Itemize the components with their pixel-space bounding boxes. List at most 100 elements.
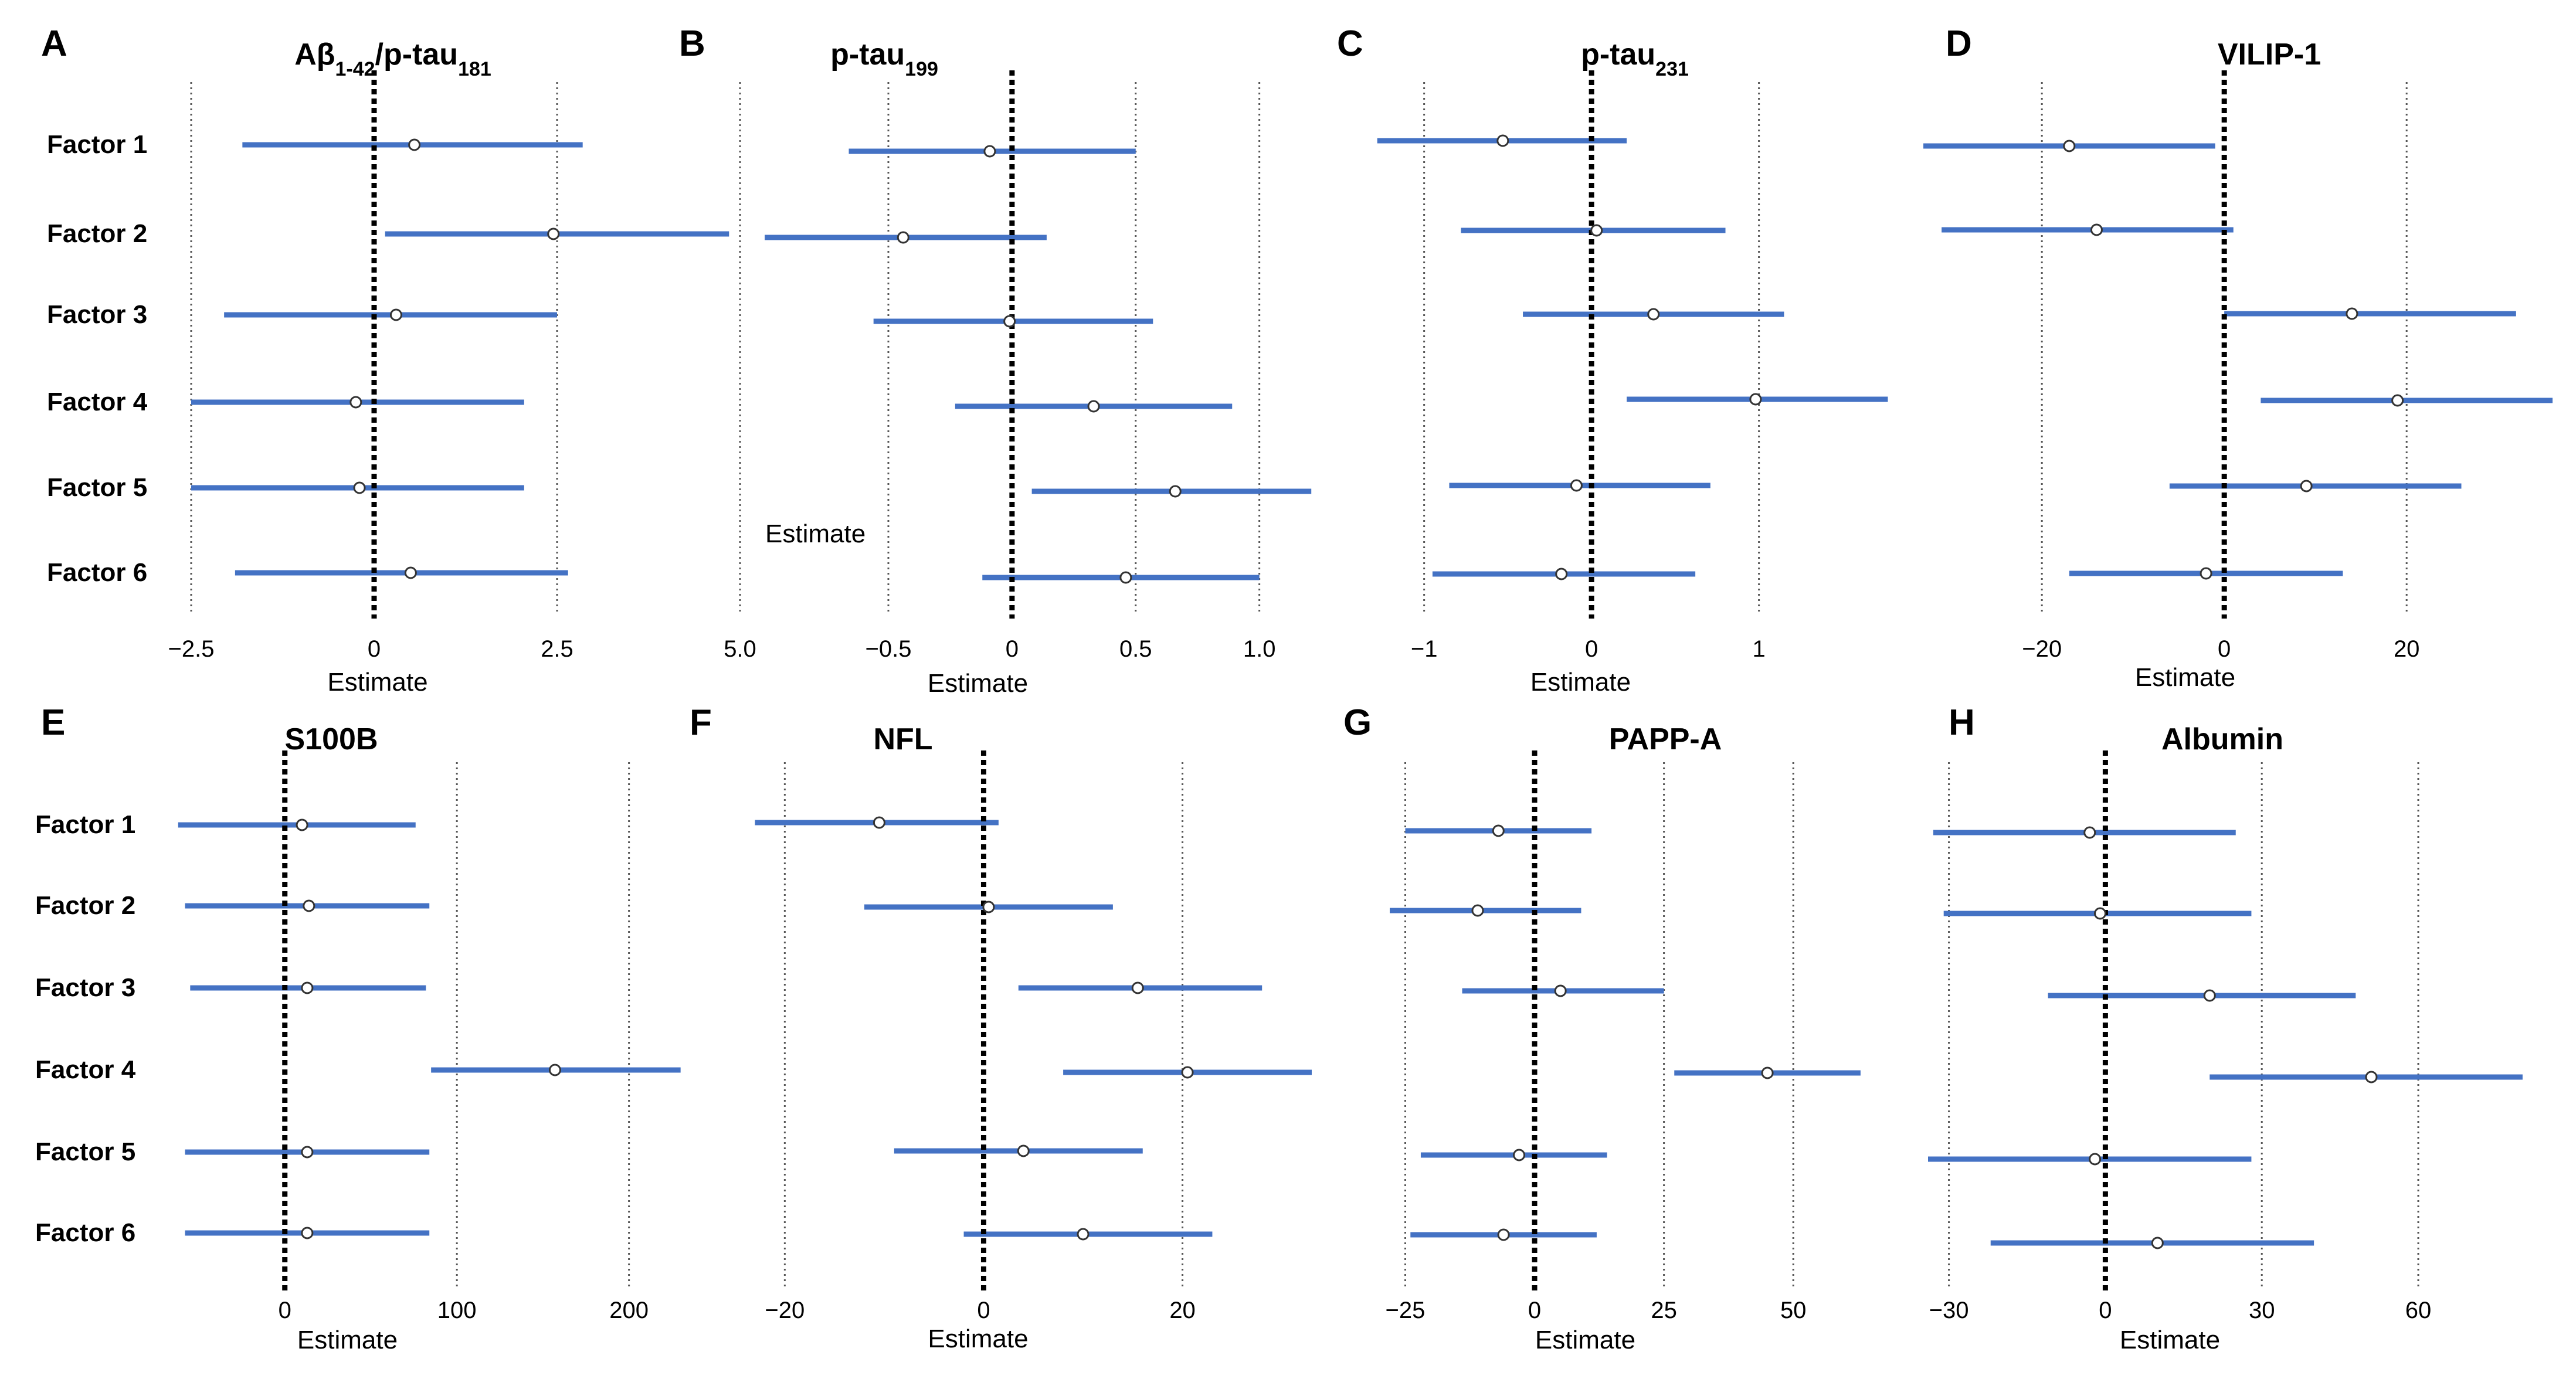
point-estimate <box>1555 568 1568 580</box>
panel-label: B <box>679 23 705 64</box>
row-label: Factor 6 <box>47 558 147 587</box>
row-label: Factor 2 <box>47 219 147 248</box>
point-estimate <box>349 396 362 409</box>
point-estimate <box>1590 224 1603 237</box>
point-estimate <box>1496 134 1509 147</box>
point-estimate <box>1131 981 1144 994</box>
panel-label: G <box>1343 702 1372 743</box>
row-label: Factor 5 <box>35 1137 135 1166</box>
point-estimate <box>303 899 315 912</box>
point-estimate <box>2300 480 2313 492</box>
point-estimate <box>1497 1228 1510 1241</box>
x-axis-label: Estimate <box>928 1324 1028 1353</box>
tick-label: −20 <box>765 1298 805 1323</box>
tick-label: 200 <box>609 1298 649 1323</box>
point-estimate <box>1181 1066 1194 1079</box>
point-estimate <box>1003 315 1016 328</box>
panel-g: G PAPP-A −25 0 25 50 Estimate <box>1343 702 1861 1354</box>
point-estimate <box>2089 1153 2102 1166</box>
row-label: Factor 1 <box>47 130 147 159</box>
row-label: Factor 4 <box>35 1055 136 1084</box>
point-estimate <box>1077 1228 1090 1241</box>
panel-label: E <box>41 702 65 743</box>
point-estimate <box>353 481 366 494</box>
point-estimate <box>1749 393 1762 406</box>
point-estimate <box>2200 567 2212 580</box>
row-label: Factor 4 <box>47 388 148 416</box>
tick-label: 20 <box>2394 636 2420 662</box>
panel-label: D <box>1946 23 1972 64</box>
point-estimate <box>1513 1149 1526 1161</box>
tick-label: −0.5 <box>865 636 911 662</box>
tick-label: 0 <box>368 636 381 662</box>
panel-title: Albumin <box>2161 722 2283 756</box>
point-estimate <box>2083 826 2096 839</box>
tick-label: 0.5 <box>1119 636 1152 662</box>
point-estimate <box>296 818 308 831</box>
point-estimate <box>1570 479 1583 492</box>
point-estimate <box>1761 1066 1774 1079</box>
panel-title: VILIP-1 <box>2218 38 2321 72</box>
point-estimate <box>301 981 314 994</box>
panel-label: H <box>1949 702 1975 743</box>
panel-label: F <box>690 702 712 743</box>
tick-label: −30 <box>1929 1298 1969 1323</box>
point-estimate <box>897 231 909 244</box>
panel-h: H Albumin −30 0 30 60 Estimate <box>1928 702 2523 1354</box>
panel-e: E S100B 0 100 200 Factor 1 Factor 2 Factor 3 Fac… <box>35 702 681 1354</box>
point-estimate <box>2151 1237 2164 1249</box>
panel-label: C <box>1337 23 1363 64</box>
point-estimate <box>389 308 402 321</box>
tick-label: 0 <box>279 1298 291 1323</box>
point-estimate <box>1647 308 1660 321</box>
tick-label: 0 <box>1585 636 1598 662</box>
tick-label: 20 <box>1169 1298 1196 1323</box>
tick-label: 0 <box>1528 1298 1541 1323</box>
point-estimate <box>2063 140 2076 152</box>
tick-label: 5.0 <box>724 636 756 662</box>
tick-label: 2.5 <box>541 636 573 662</box>
x-axis-label: Estimate <box>327 668 427 697</box>
point-estimate <box>2090 223 2103 236</box>
point-estimate <box>982 901 995 913</box>
panel-d: D VILIP-1 −20 0 20 Estimate <box>1923 23 2553 692</box>
point-estimate <box>301 1227 314 1239</box>
row-label: Factor 2 <box>35 891 135 920</box>
tick-label: 0 <box>1006 636 1019 662</box>
row-label: Factor 3 <box>47 300 147 329</box>
tick-label: −1 <box>1411 636 1438 662</box>
point-estimate <box>548 1064 561 1076</box>
point-estimate <box>408 138 421 151</box>
point-estimate <box>1017 1144 1030 1157</box>
x-axis-label: Estimate <box>2135 663 2235 692</box>
row-label: Factor 5 <box>47 473 147 502</box>
x-axis-label: Estimate <box>1535 1326 1635 1354</box>
point-estimate <box>2346 307 2358 320</box>
point-estimate <box>547 227 560 240</box>
panel-label: A <box>41 23 67 64</box>
x-axis-label: Estimate <box>1530 668 1631 697</box>
stray-estimate-label: Estimate <box>765 519 866 548</box>
row-label: Factor 3 <box>35 973 135 1002</box>
tick-label: 25 <box>1651 1298 1677 1323</box>
tick-label: −20 <box>2022 636 2062 662</box>
point-estimate <box>873 816 885 829</box>
point-estimate <box>1169 485 1182 498</box>
panel-a: A Aβ1-42/p-tau181 −2.5 0 2.5 5.0 Factor 1 Facto… <box>41 23 756 697</box>
x-axis-label: Estimate <box>928 669 1028 698</box>
tick-label: −2.5 <box>168 636 215 662</box>
tick-label: 0 <box>2218 636 2231 662</box>
row-label: Factor 6 <box>35 1218 135 1247</box>
tick-label: 60 <box>2405 1298 2432 1323</box>
point-estimate <box>1492 824 1505 837</box>
tick-label: 1 <box>1752 636 1765 662</box>
tick-label: 100 <box>437 1298 477 1323</box>
x-axis-label: Estimate <box>2120 1326 2220 1354</box>
point-estimate <box>2365 1071 2378 1084</box>
tick-label: 1.0 <box>1243 636 1276 662</box>
tick-label: 0 <box>977 1298 990 1323</box>
point-estimate <box>404 566 417 579</box>
